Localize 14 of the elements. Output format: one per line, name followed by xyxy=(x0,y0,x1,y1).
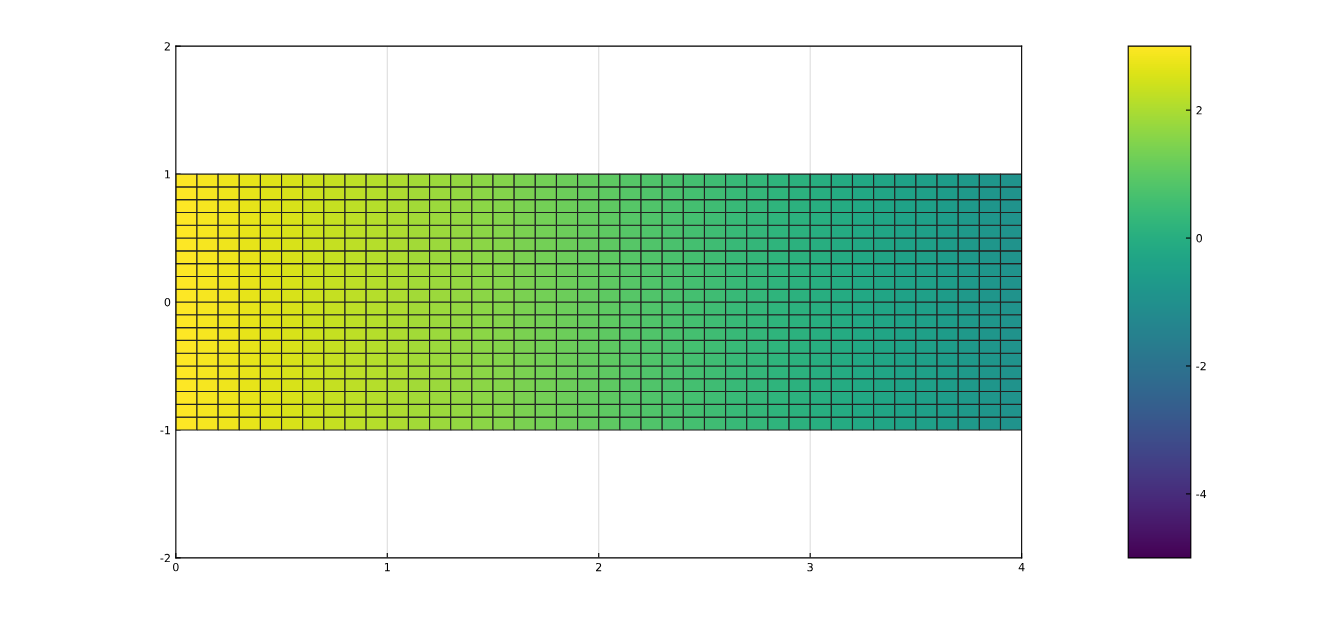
y-tick-label: -1 xyxy=(160,426,170,435)
color-bar-label: -2 xyxy=(1196,361,1206,371)
color-bar-label: -4 xyxy=(1196,490,1207,499)
y-tick-label: 1 xyxy=(165,170,170,179)
y-tick-label: 0 xyxy=(164,297,171,307)
y-tick-label: -2 xyxy=(160,553,170,563)
x-tick-label: 4 xyxy=(1018,563,1025,572)
color-bar-label: 2 xyxy=(1196,106,1202,115)
x-tick-label: 3 xyxy=(807,562,813,572)
x-tick-label: 2 xyxy=(596,562,602,572)
x-tick-label: 0 xyxy=(173,562,179,572)
y-tick-label: 2 xyxy=(164,42,170,51)
x-tick-label: 1 xyxy=(384,563,390,572)
color-bar-label: 0 xyxy=(1196,234,1202,243)
